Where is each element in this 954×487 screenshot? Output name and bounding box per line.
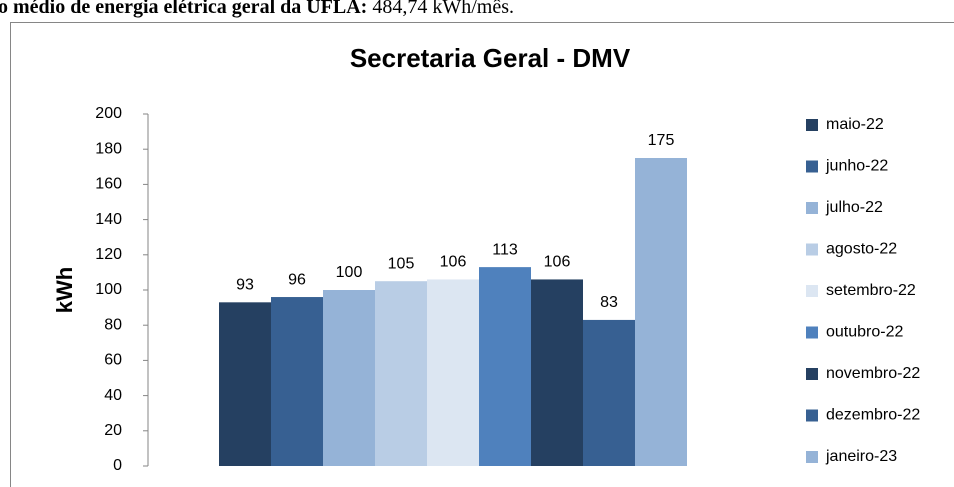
- legend-label: maio-22: [826, 116, 884, 133]
- chart-title: Secretaria Geral - DMV: [350, 43, 631, 73]
- bar: [219, 302, 271, 466]
- bar: [531, 279, 583, 466]
- header-bold: o médio de energia elétrica geral da UFL…: [0, 0, 367, 18]
- legend-swatch: [806, 451, 818, 463]
- bar: [635, 158, 687, 466]
- y-tick-label: 100: [95, 281, 122, 298]
- chart-border: [10, 22, 954, 487]
- value-label: 96: [288, 271, 306, 288]
- value-label: 83: [600, 294, 618, 311]
- legend-label: novembro-22: [826, 365, 920, 382]
- bar: [375, 281, 427, 466]
- y-tick-label: 20: [104, 422, 122, 439]
- y-tick-label: 120: [95, 246, 122, 263]
- value-label: 105: [388, 255, 415, 272]
- value-label: 113: [492, 241, 518, 258]
- legend-swatch: [806, 119, 818, 131]
- value-label: 106: [440, 254, 467, 271]
- y-tick-label: 140: [95, 211, 122, 228]
- y-tick-label: 180: [95, 140, 122, 157]
- value-label: 100: [336, 264, 363, 281]
- legend-label: outubro-22: [826, 324, 903, 341]
- y-tick-label: 40: [104, 387, 122, 404]
- bar: [427, 279, 479, 466]
- y-axis-label: kWh: [52, 267, 77, 313]
- legend-label: dezembro-22: [826, 407, 920, 424]
- value-label: 93: [236, 277, 254, 294]
- legend-swatch: [806, 326, 818, 339]
- legend-swatch: [806, 202, 818, 214]
- value-label: 106: [544, 254, 571, 271]
- bar: [271, 297, 323, 466]
- y-tick-label: 160: [95, 176, 122, 193]
- bar: [583, 319, 635, 466]
- legend-label: setembro-22: [826, 282, 916, 299]
- legend-swatch: [806, 160, 818, 173]
- legend-swatch: [806, 409, 818, 422]
- legend-swatch: [806, 285, 818, 297]
- bar: [479, 267, 531, 466]
- legend-label: julho-22: [825, 199, 883, 216]
- legend-label: junho-22: [825, 158, 888, 175]
- y-tick-label: 60: [104, 352, 122, 369]
- bar: [323, 290, 375, 466]
- legend-label: janeiro-23: [825, 448, 897, 465]
- header-text: o médio de energia elétrica geral da UFL…: [0, 0, 514, 18]
- legend-swatch: [806, 243, 818, 256]
- y-tick-label: 80: [104, 316, 122, 333]
- y-tick-label: 0: [113, 457, 122, 474]
- legend-label: agosto-22: [826, 241, 897, 258]
- value-label: 175: [648, 132, 675, 149]
- legend-swatch: [806, 368, 818, 380]
- y-tick-label: 200: [95, 105, 122, 122]
- header-rest: 484,74 kWh/mês.: [372, 0, 514, 18]
